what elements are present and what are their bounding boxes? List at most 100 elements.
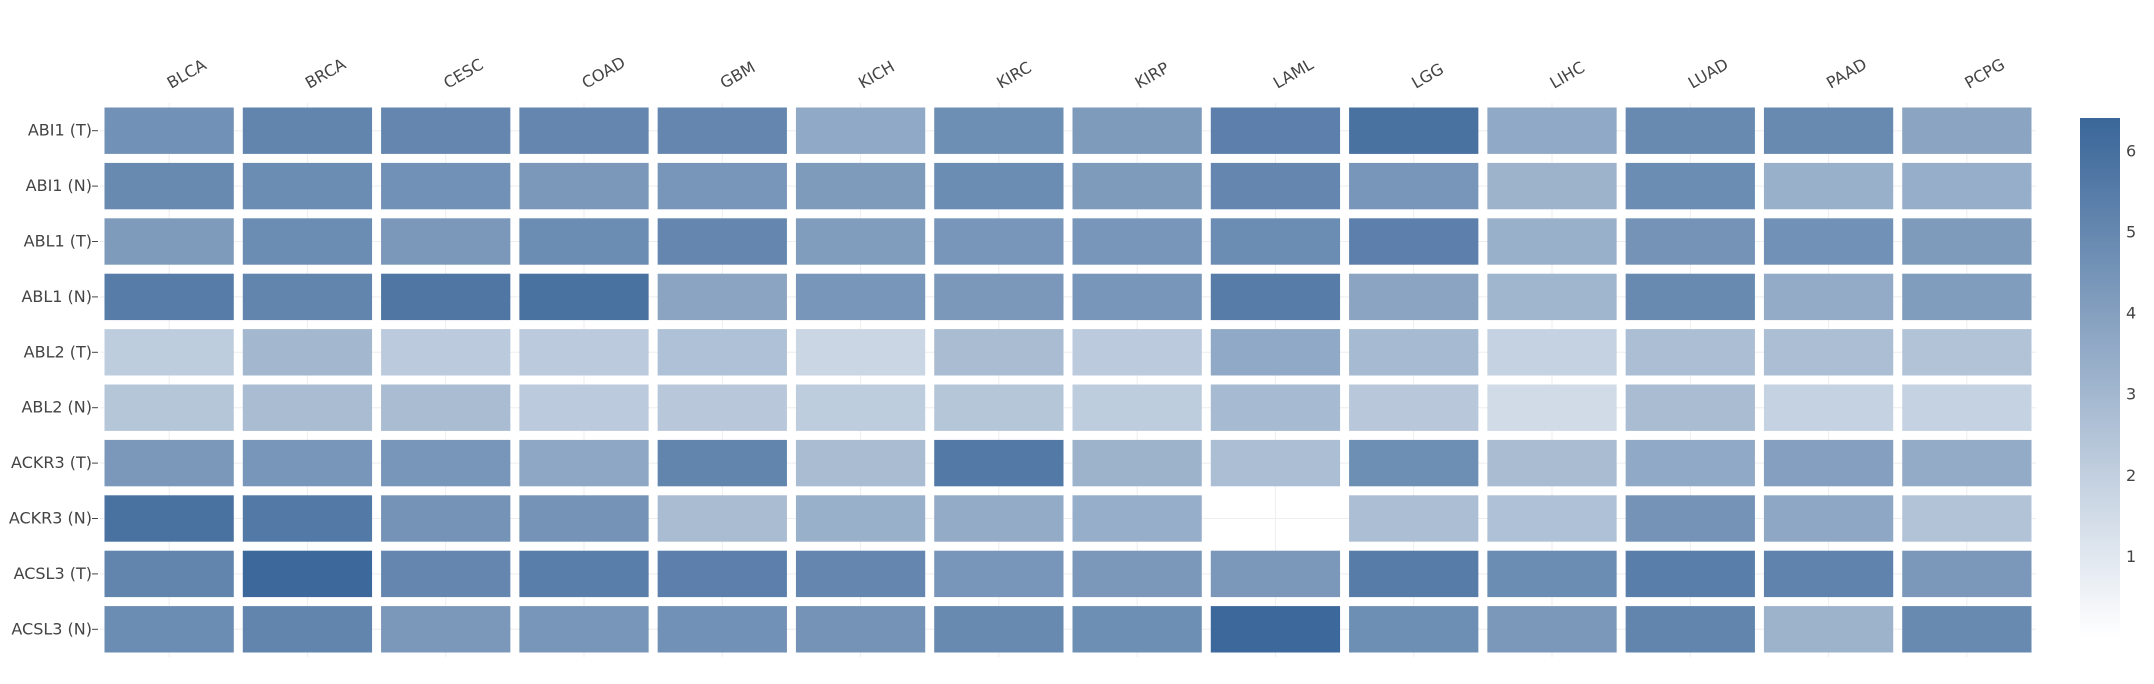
x-tick-label: PAAD <box>1823 54 1870 92</box>
heatmap-cell: ACSL3 (T) / COAD: 5.4 <box>519 550 649 598</box>
heatmap-cell: ABL2 (T) / BRCA: 3 <box>242 329 373 376</box>
heatmap-cell: ACSL3 (N) / BLCA: 4.8 <box>104 606 234 653</box>
x-tick-label: BLCA <box>164 55 210 92</box>
heatmap-cell: ABI1 (N) / LIHC: 3.2 <box>1487 162 1617 210</box>
heatmap-cell: ABL1 (T) / BLCA: 4.2 <box>104 218 234 265</box>
heatmap-cell: ABI1 (N) / LGG: 4.4 <box>1349 162 1479 210</box>
heatmap-cell: ABL1 (N) / BLCA: 5.5 <box>104 273 234 321</box>
heatmap-cell: ABL2 (N) / LUAD: 2.8 <box>1625 384 1755 431</box>
heatmap-cell: ACSL3 (T) / GBM: 5.3 <box>657 550 787 598</box>
heatmap-cell: ACSL3 (N) / KICH: 4.5 <box>795 606 926 653</box>
heatmap-cell: ABL2 (N) / COAD: 2.2 <box>519 384 649 431</box>
heatmap-cell: ABL2 (T) / LIHC: 1.9 <box>1487 329 1617 376</box>
y-axis-labels: ABI1 (T) ABI1 (N) ABL1 (T) ABL1 (N) ABL2 (T)… <box>9 121 98 638</box>
heatmap-cell: ABI1 (T) / KIRC: 4.7 <box>934 107 1064 154</box>
heatmap-cell: ACKR3 (T) / GBM: 5.1 <box>657 439 787 487</box>
heatmap-cell: ACKR3 (N) / LGG: 2.7 <box>1349 495 1479 542</box>
heatmap-cell: ABL2 (T) / GBM: 2.6 <box>657 329 787 376</box>
x-tick-label: LUAD <box>1685 54 1732 92</box>
heatmap-cell: ABI1 (T) / LAML: 5.3 <box>1210 107 1341 154</box>
heatmap-cell: ABL2 (N) / PAAD: 1.9 <box>1763 384 1894 431</box>
heatmap-cell: ABL2 (T) / CESC: 2.2 <box>381 329 511 376</box>
y-tick-label: ABL1 (T) <box>24 232 92 251</box>
heatmap-cell: ACSL3 (N) / KIRP: 4.7 <box>1072 606 1202 653</box>
heatmap-cell: ABL2 (N) / LGG: 2.3 <box>1349 384 1479 431</box>
heatmap-cell: ABL2 (T) / PCPG: 2.5 <box>1902 329 2032 376</box>
heatmap-cell: ACSL3 (T) / LAML: 4.3 <box>1210 550 1341 598</box>
heatmap-cell: ABL2 (T) / COAD: 2.2 <box>519 329 649 376</box>
heatmap-cell: ABL1 (T) / KIRC: 4.4 <box>934 218 1064 265</box>
heatmap-cell: ABL1 (N) / LGG: 3.8 <box>1349 273 1479 321</box>
heatmap-cell: ACSL3 (N) / KIRC: 4.9 <box>934 606 1064 653</box>
heatmap-cell: ABL1 (T) / BRCA: 4.8 <box>242 218 373 265</box>
heatmap-cell: ACKR3 (N) / CESC: 4.5 <box>381 495 511 542</box>
heatmap-cell: ABL2 (N) / GBM: 2.3 <box>657 384 787 431</box>
heatmap-cell: ABL1 (T) / CESC: 4.3 <box>381 218 511 265</box>
heatmap-cell: ACKR3 (T) / BRCA: 4.4 <box>242 439 373 487</box>
heatmap-cell: ACKR3 (N) / GBM: 2.8 <box>657 495 787 542</box>
heatmap-cell: ABI1 (N) / COAD: 4.3 <box>519 162 649 210</box>
heatmap-cell: ACSL3 (T) / PAAD: 5.2 <box>1763 550 1894 598</box>
heatmap-cell: ABI1 (N) / PAAD: 3.3 <box>1763 162 1894 210</box>
x-tick-label: LGG <box>1408 59 1447 92</box>
y-tick-label: ACSL3 (N) <box>11 619 92 638</box>
heatmap-cell: ACKR3 (T) / KIRP: 3.2 <box>1072 439 1202 487</box>
heatmap-cell: ACSL3 (N) / BRCA: 5.1 <box>242 606 373 653</box>
y-tick-label: ACSL3 (T) <box>14 564 92 583</box>
heatmap-cell: ABL2 (T) / BLCA: 2.1 <box>104 329 234 376</box>
heatmap-cell: ACKR3 (T) / LAML: 2.7 <box>1210 439 1341 487</box>
x-tick-label: LAML <box>1270 54 1317 92</box>
heatmap-cell: ACSL3 (T) / KIRC: 4.4 <box>934 550 1064 598</box>
x-axis-labels: BLCA BRCA CESC COAD GBM KICH KIRC KIRP LAML LGG LI… <box>164 53 2008 93</box>
heatmap-cell: ABI1 (N) / KICH: 4.2 <box>795 162 926 210</box>
y-tick-label: ABI1 (N) <box>26 176 92 195</box>
heatmap-cell: ABI1 (N) / LUAD: 4.8 <box>1625 162 1755 210</box>
colorbar <box>2080 118 2120 637</box>
colorbar-tick-label: 5 <box>2126 223 2136 242</box>
x-tick-label: COAD <box>579 53 629 93</box>
y-tick-label: ABI1 (T) <box>28 121 92 140</box>
x-tick-label: KICH <box>855 57 898 93</box>
x-tick-label: PCPG <box>1961 55 2008 93</box>
heatmap-cell: ACKR3 (T) / KICH: 2.8 <box>795 439 926 487</box>
x-tick-label: LIHC <box>1547 58 1588 93</box>
colorbar-tick-label: 1 <box>2126 547 2136 566</box>
heatmap-cell: ABL2 (T) / LGG: 2.9 <box>1349 329 1479 376</box>
heatmap-cell: ACKR3 (N) / LUAD: 4.5 <box>1625 495 1755 542</box>
x-tick-label: BRCA <box>302 54 349 92</box>
heatmap-cell: ACSL3 (T) / BRCA: 6.3 <box>242 550 373 598</box>
heatmap-cell: ABL1 (N) / COAD: 5.9 <box>519 273 649 321</box>
heatmap-cell: ACKR3 (T) / LIHC: 2.8 <box>1487 439 1617 487</box>
heatmap-cell: ABL2 (T) / KIRP: 2.2 <box>1072 329 1202 376</box>
heatmap-cell: ACSL3 (T) / PCPG: 4.3 <box>1902 550 2032 598</box>
heatmap-cell: ACSL3 (N) / COAD: 4.4 <box>519 606 649 653</box>
heatmap-cell: ACSL3 (T) / LIHC: 4.8 <box>1487 550 1617 598</box>
heatmap-cell: ABI1 (N) / KIRP: 4.2 <box>1072 162 1202 210</box>
heatmap-cell: ACSL3 (N) / PCPG: 4.9 <box>1902 606 2032 653</box>
heatmap-cell: ABL1 (T) / GBM: 5 <box>657 218 787 265</box>
heatmap-cell: ACSL3 (N) / LIHC: 4.3 <box>1487 606 1617 653</box>
heatmap-cell: ABL2 (N) / KIRC: 2.4 <box>934 384 1064 431</box>
heatmap-cell: ACKR3 (N) / BRCA: 5.6 <box>242 495 373 542</box>
heatmap-cell: ABI1 (T) / PAAD: 4.9 <box>1763 107 1894 154</box>
colorbar-tick-label: 4 <box>2126 304 2136 323</box>
heatmap-cell: ACSL3 (T) / BLCA: 5.1 <box>104 550 234 598</box>
heatmap-cell: ABL2 (N) / BLCA: 2.4 <box>104 384 234 431</box>
heatmap-cell: ACKR3 (N) / KICH: 3.3 <box>795 495 926 542</box>
heatmap-cell: ABL1 (T) / LAML: 4.8 <box>1210 218 1341 265</box>
heatmap-cell: ACSL3 (T) / CESC: 5 <box>381 550 511 598</box>
heatmap-cell: ABL2 (T) / KICH: 1.7 <box>795 329 926 376</box>
heatmap-cell: ABL1 (T) / LGG: 5.3 <box>1349 218 1479 265</box>
heatmap-cell: ABI1 (T) / BLCA: 4.6 <box>104 107 234 154</box>
heatmap-cell: ABL1 (N) / KIRP: 4.4 <box>1072 273 1202 321</box>
heatmap-cell: ACSL3 (N) / LUAD: 5.1 <box>1625 606 1755 653</box>
heatmap-cell: ACSL3 (T) / KICH: 5 <box>795 550 926 598</box>
heatmap-cell: ABL1 (T) / KIRP: 4.4 <box>1072 218 1202 265</box>
heatmap-cell: ACSL3 (N) / CESC: 4.3 <box>381 606 511 653</box>
heatmap-cell: ABL1 (N) / PAAD: 3.5 <box>1763 273 1894 321</box>
colorbar-tick-label: 3 <box>2126 385 2136 404</box>
heatmap-cell: ACKR3 (T) / PCPG: 3.5 <box>1902 439 2032 487</box>
heatmap-cell: ABL2 (T) / LUAD: 2.7 <box>1625 329 1755 376</box>
heatmap-cell: ABI1 (T) / GBM: 5 <box>657 107 787 154</box>
